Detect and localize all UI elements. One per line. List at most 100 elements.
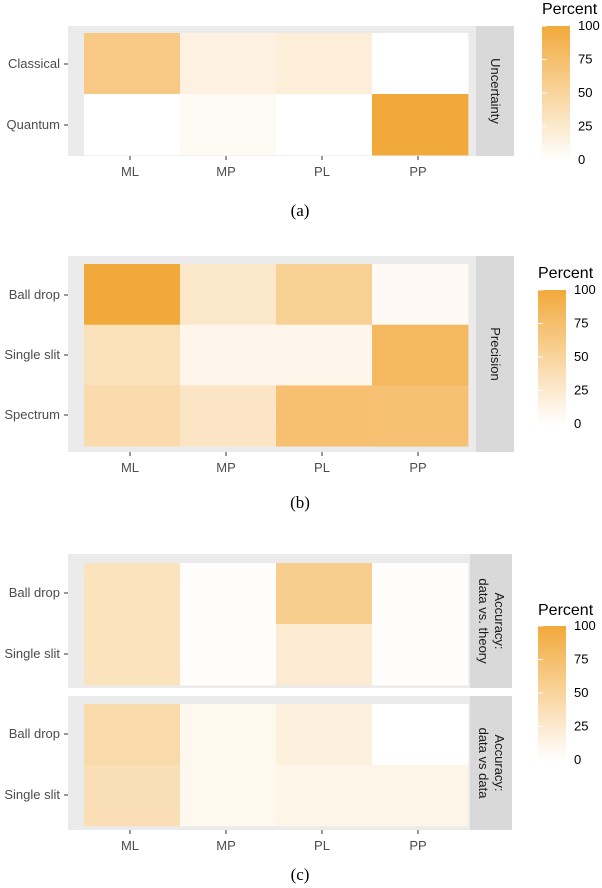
facet-strip-label: Precision [488,327,503,380]
facet-strip-label: Accuracy: [492,734,507,791]
heatmap-cell [276,765,373,827]
legend-ticks: 0 25 50 75 100 [542,18,600,167]
heatmap-cells [84,264,469,447]
facet-strip-label: Accuracy: [492,592,507,649]
heatmap-cell [372,264,469,326]
x-tick-label: MP [216,838,236,853]
caption: (c) [291,865,310,884]
y-tick-label: Classical [8,56,60,71]
heatmap-cell [84,624,181,686]
legend-tick-label: 25 [574,719,588,734]
legend-tick-label: 75 [574,652,588,667]
heatmap-cell [180,94,277,156]
y-tick-label: Quantum [7,117,60,132]
heatmap-cell [84,264,181,326]
heatmap-cell [180,264,277,326]
y-tick-label: Ball drop [9,287,60,302]
y-tick-label: Spectrum [4,407,60,422]
heatmap-cell [276,264,373,326]
x-tick-label: PL [314,838,330,853]
heatmap-cell [372,94,469,156]
x-tick-label: ML [121,838,139,853]
legend-tick-label: 50 [574,685,588,700]
legend-title: Percent [542,1,598,18]
legend-tick-label: 75 [574,316,588,331]
legend-tick-label: 100 [574,282,596,297]
heatmap-cell [276,624,373,686]
facet-strip [476,256,514,452]
x-tick-label: PP [409,164,426,179]
facet-strip-label: data vs. theory [476,578,491,664]
heatmap-cells [84,33,469,156]
heatmap-cell [180,765,277,827]
caption: (a) [291,201,310,220]
caption: (b) [290,493,310,512]
legend-tick-label: 50 [578,85,592,100]
x-tick-label: MP [216,460,236,475]
legend-tick-label: 50 [574,349,588,364]
legend-ticks: 0 25 50 75 100 [538,618,596,767]
facet-strip [470,696,512,830]
y-tick-label: Ball drop [9,726,60,741]
heatmap-a: Uncertainty Classical Quantum ML MP PL P… [7,1,600,220]
heatmap-cell [276,385,373,447]
heatmap-cell [180,385,277,447]
heatmap-c: Accuracy: data vs. theory Ball drop Sing… [4,554,596,884]
facet-strip-label: data vs data [476,728,491,800]
heatmap-cell [372,385,469,447]
legend-tick-label: 0 [574,752,581,767]
facet-strip-label-group: Accuracy: data vs data [476,728,507,800]
heatmap-cell [276,33,373,95]
heatmap-cell [276,563,373,625]
heatmap-cell [180,624,277,686]
heatmap-cell [372,765,469,827]
x-tick-label: PP [409,460,426,475]
x-tick-label: MP [216,164,236,179]
heatmap-cell [84,385,181,447]
heatmap-cell [84,94,181,156]
legend-tick-label: 100 [578,18,600,33]
legend-title: Percent [538,265,594,282]
heatmap-cell [276,94,373,156]
x-tick-label: PP [409,838,426,853]
legend: Percent 0 25 50 75 100 [538,265,596,431]
heatmap-cell [372,33,469,95]
legend-ticks: 0 25 50 75 100 [538,282,596,431]
heatmap-cell [84,704,181,766]
legend-tick-label: 100 [574,618,596,633]
x-tick-label: PL [314,164,330,179]
heatmap-cell [372,624,469,686]
heatmap-cell [84,324,181,386]
legend-title: Percent [538,602,594,619]
y-tick-label: Single slit [4,646,60,661]
heatmap-cell [84,33,181,95]
legend: Percent 0 25 50 75 100 [538,602,596,767]
heatmap-cell [180,33,277,95]
heatmap-cell [180,704,277,766]
heatmap-cell [180,563,277,625]
heatmap-cell [372,324,469,386]
facet-strip-label-group: Accuracy: data vs. theory [476,578,507,664]
heatmap-cell [372,704,469,766]
legend-tick-label: 0 [578,152,585,167]
y-tick-label: Single slit [4,787,60,802]
x-tick-label: ML [121,164,139,179]
legend: Percent 0 25 50 75 100 [542,1,600,167]
heatmap-cell [276,324,373,386]
facet-strip [476,26,514,156]
legend-tick-label: 75 [578,52,592,67]
heatmap-cells [84,704,469,827]
heatmap-cell [84,765,181,827]
x-tick-label: PL [314,460,330,475]
heatmap-cell [372,563,469,625]
heatmap-cell [180,324,277,386]
legend-tick-label: 25 [574,383,588,398]
heatmap-cell [84,563,181,625]
x-tick-label: ML [121,460,139,475]
y-tick-label: Single slit [4,347,60,362]
facet-strip-label: Uncertainty [488,58,503,124]
legend-tick-label: 25 [578,119,592,134]
heatmap-b: Precision Ball drop Single slit Spectrum… [4,256,596,512]
heatmap-cells [84,563,469,686]
